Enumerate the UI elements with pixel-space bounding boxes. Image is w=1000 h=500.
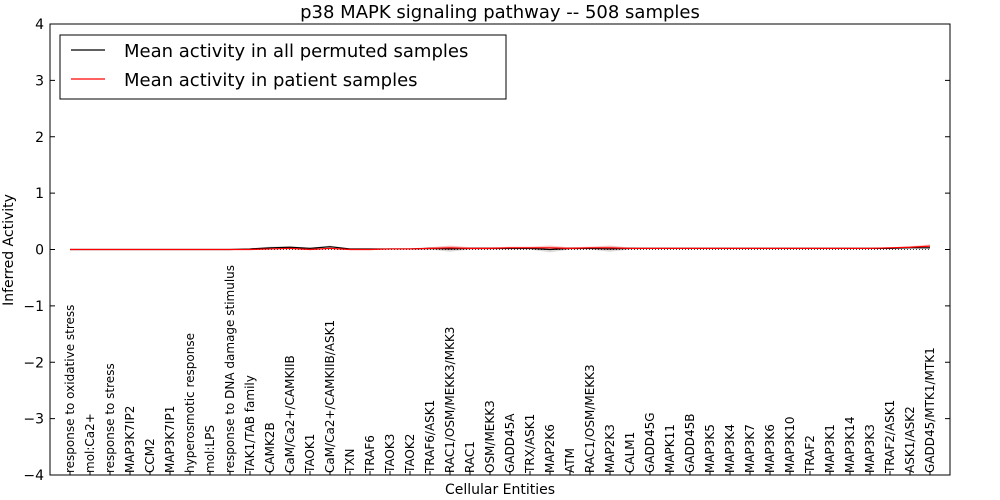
plot-frame <box>49 23 951 476</box>
y-tick-label: 1 <box>35 186 44 202</box>
series-lines <box>70 245 931 251</box>
x-category-label: response to stress <box>103 363 117 473</box>
y-tick-label: −2 <box>23 355 44 371</box>
x-category-label: response to DNA damage stimulus <box>223 265 237 473</box>
line-series-1 <box>70 245 931 251</box>
y-tick-label: −4 <box>23 468 44 484</box>
y-tick-label: −1 <box>23 299 44 315</box>
x-category-label: CALM1 <box>623 432 637 473</box>
x-category-label: RAC1/OSM/MEKK3/MKK3 <box>443 327 457 473</box>
x-category-label: GADD45/MTK1/MTK1 <box>923 347 937 473</box>
legend-box <box>59 34 507 100</box>
x-category-label: mol:Ca2+ <box>83 413 97 473</box>
x-category-label: GADD45A <box>503 413 517 473</box>
x-category-label: TRAF2 <box>803 435 817 474</box>
x-category-label: RAC1/OSM/MEKK3 <box>583 364 597 473</box>
x-category-label: TAOK2 <box>403 434 417 474</box>
x-category-label: hyperosmotic response <box>183 333 197 473</box>
x-category-label: GADD45B <box>683 414 697 474</box>
legend-label-permuted: Mean activity in all permuted samples <box>124 41 468 62</box>
y-axis-ticks: 4 3 2 1 0 −1 −2 −3 −4 <box>23 17 950 484</box>
x-category-label: TAOK1 <box>303 434 317 474</box>
y-tick-label: 3 <box>35 73 44 89</box>
x-category-label: response to oxidative stress <box>63 305 77 473</box>
x-category-label: MAP2K3 <box>603 424 617 473</box>
x-category-label: MAP3K14 <box>843 416 857 473</box>
x-category-label: TRAF6 <box>363 435 377 474</box>
x-category-label: mol:LPS <box>203 425 217 473</box>
y-tick-label: −3 <box>23 412 44 428</box>
chart-title: p38 MAPK signaling pathway -- 508 sample… <box>300 2 700 23</box>
x-category-label: OSM/MEKK3 <box>483 400 497 473</box>
x-category-label: TRX/ASK1 <box>523 414 537 474</box>
x-category-label: MAP3K6 <box>763 424 777 473</box>
x-category-label: CaM/Ca2+/CAMKIIB <box>283 355 297 473</box>
x-category-label: MAP2K6 <box>543 424 557 473</box>
x-category-label: GADD45G <box>643 412 657 473</box>
x-category-label: MAP3K3 <box>863 424 877 473</box>
x-axis-category-labels: response to oxidative stress mol:Ca2+ resp… <box>63 265 937 475</box>
x-category-label: MAP3K4 <box>723 424 737 473</box>
y-axis-label: Inferred Activity <box>1 194 17 306</box>
x-category-label: TXN <box>343 448 357 474</box>
x-category-label: TAK1/TAB family <box>243 375 257 474</box>
x-category-label: CAMK2B <box>263 422 277 473</box>
legend-label-patient: Mean activity in patient samples <box>124 70 418 91</box>
x-category-label: MAPK11 <box>663 424 677 473</box>
x-category-label: MAP3K1 <box>823 424 837 473</box>
x-category-label: ASK1/ASK2 <box>903 406 917 473</box>
x-category-label: MAP3K10 <box>783 416 797 473</box>
x-category-label: TAOK3 <box>383 434 397 474</box>
legend: Mean activity in all permuted samples Me… <box>59 34 507 100</box>
x-axis-label: Cellular Entities <box>445 482 555 498</box>
y-tick-label: 4 <box>35 17 44 33</box>
x-category-label: TRAF6/ASK1 <box>423 400 437 474</box>
y-tick-label: 0 <box>35 243 44 259</box>
x-category-label: MAP3K7IP1 <box>163 406 177 473</box>
x-category-label: CaM/Ca2+/CAMKIIB/ASK1 <box>323 320 337 473</box>
x-category-label: MAP3K7IP2 <box>123 406 137 473</box>
x-category-label: RAC1 <box>463 441 477 473</box>
x-category-label: MAP3K7 <box>743 424 757 473</box>
y-tick-label: 2 <box>35 130 44 146</box>
x-category-label: MAP3K5 <box>703 424 717 473</box>
x-category-label: CCM2 <box>143 438 157 473</box>
x-category-label: ATM <box>563 448 577 473</box>
x-category-label: TRAF2/ASK1 <box>883 400 897 474</box>
